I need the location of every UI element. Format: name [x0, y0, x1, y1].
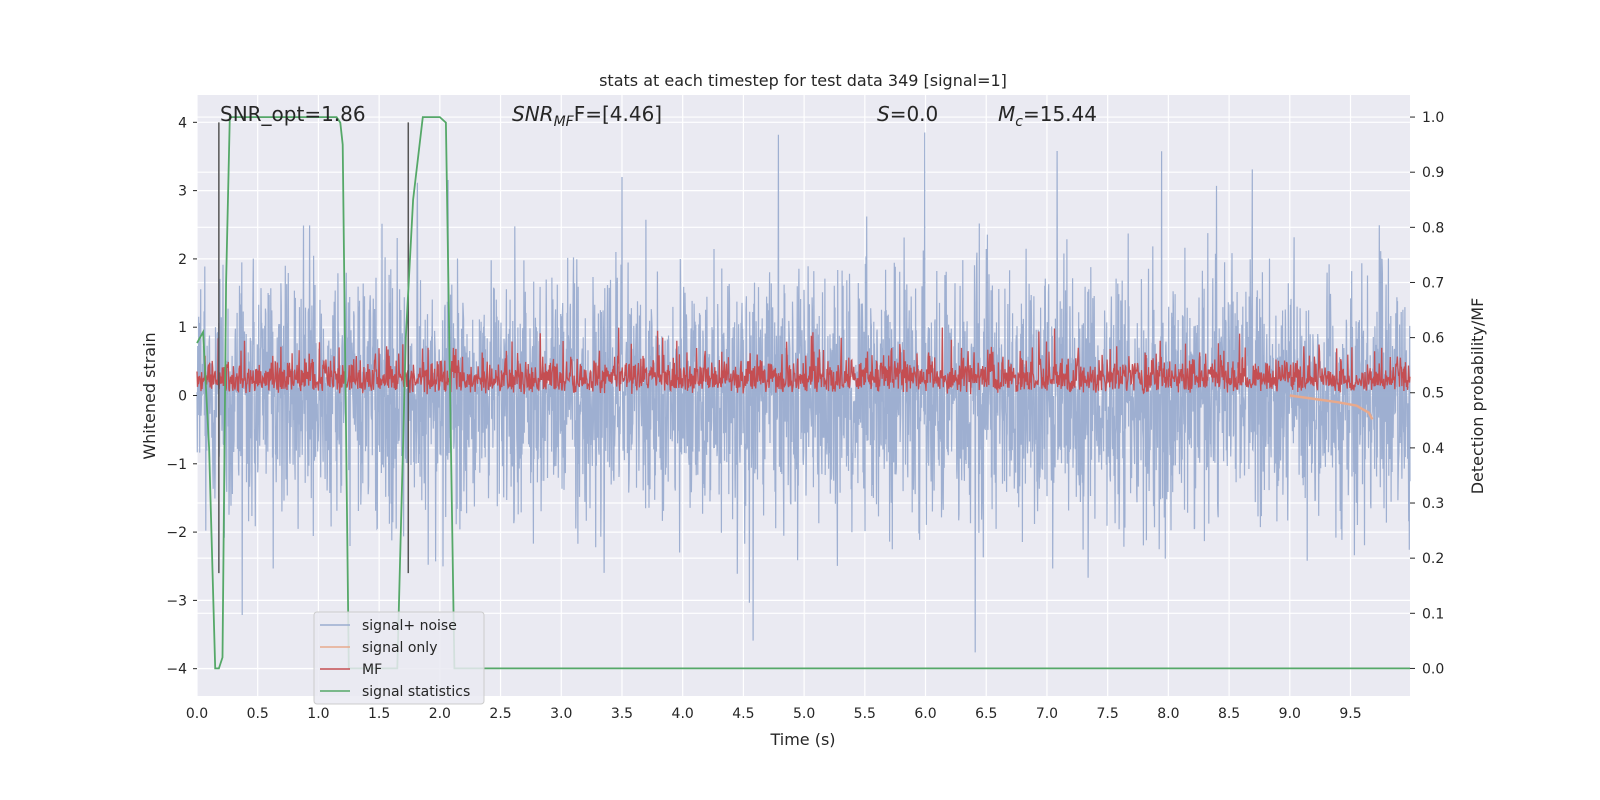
- y-right-tick-label: 0.3: [1422, 496, 1444, 512]
- annotation-s-symbol: S: [877, 102, 890, 126]
- y-axis-label-right: Detection probability/MF: [1468, 298, 1487, 495]
- y-right-tick-label: 0.8: [1422, 220, 1444, 236]
- x-tick-label: 1.5: [368, 706, 390, 722]
- x-tick-label: 4.5: [732, 706, 754, 722]
- x-tick-label: 4.0: [672, 706, 694, 722]
- annotation-mc: Mc=15.44: [998, 102, 1097, 130]
- y-right-tick-label: 1.0: [1422, 110, 1444, 126]
- line-signal-only: [1289, 394, 1374, 420]
- vertical-markers: [218, 122, 410, 574]
- y-right-tick-label: 0.0: [1422, 661, 1444, 677]
- annotation-mc-symbol: M: [998, 102, 1015, 126]
- y-tick-label: 3: [178, 184, 187, 200]
- annotation-snr-mf-value: F=[4.46]: [574, 102, 662, 126]
- annotation-snr-mf-subscript: MF: [554, 114, 575, 130]
- y-right-tick-label: 0.2: [1422, 551, 1444, 567]
- y-tick-label: 0: [178, 389, 187, 405]
- x-axis-label: Time (s): [769, 730, 835, 749]
- x-tick-label: 6.5: [975, 706, 997, 722]
- y-right-tick-label: 0.6: [1422, 331, 1444, 347]
- annotation-s: S=0.0: [877, 102, 938, 126]
- ticks: 0.0 0.5 1.0 1.5 2.0 2.5 3.0 3.5 4.0 4.5 5.0 5.5 6.0 6…: [166, 110, 1444, 722]
- chart-title: stats at each timestep for test data 349…: [599, 71, 1007, 90]
- annotation-mc-subscript: c: [1015, 114, 1023, 130]
- y-tick-label: 4: [178, 115, 187, 131]
- y-right-tick-label: 0.4: [1422, 441, 1444, 457]
- legend: signal+ noise signal only MF signal stat…: [313, 611, 485, 705]
- series-signal-statistics: [196, 116, 1410, 670]
- x-tick-label: 9.0: [1279, 706, 1301, 722]
- x-tick-label: 1.0: [307, 706, 329, 722]
- series-mf: [196, 327, 1411, 395]
- y-right-tick-label: 0.5: [1422, 386, 1444, 402]
- x-tick-label: 8.0: [1157, 706, 1179, 722]
- x-tick-label: 3.5: [611, 706, 633, 722]
- x-tick-label: 2.0: [429, 706, 451, 722]
- legend-box: [313, 611, 485, 705]
- x-tick-label: 7.0: [1036, 706, 1058, 722]
- x-tick-label: 7.5: [1097, 706, 1119, 722]
- x-tick-label: 8.5: [1218, 706, 1240, 722]
- x-tick-label: 6.0: [914, 706, 936, 722]
- y-tick-label: −1: [166, 457, 187, 473]
- legend-label-signal-noise: signal+ noise: [362, 618, 457, 634]
- legend-label-mf: MF: [362, 662, 382, 678]
- line-signal-statistics: [196, 116, 1410, 670]
- annotation-snr-opt: SNR_opt=1.86: [220, 102, 366, 126]
- legend-label-signal-only: signal only: [362, 640, 437, 656]
- x-tick-label: 9.5: [1339, 706, 1361, 722]
- x-tick-label: 3.0: [550, 706, 572, 722]
- legend-label-signal-statistics: signal statistics: [362, 684, 470, 700]
- y-tick-label: −4: [166, 662, 187, 678]
- annotations: SNR_opt=1.86 SNRMFF=[4.46] S=0.0 Mc=15.4…: [220, 102, 1097, 130]
- annotation-mc-value: =15.44: [1023, 102, 1097, 126]
- annotation-snr-mf-symbol: SNR: [512, 102, 554, 126]
- x-tick-label: 0.0: [186, 706, 208, 722]
- y-right-tick-label: 0.9: [1422, 165, 1444, 181]
- y-right-tick-label: 0.7: [1422, 275, 1444, 291]
- y-tick-label: −3: [166, 593, 187, 609]
- annotation-snr-mf: SNRMFF=[4.46]: [512, 102, 662, 130]
- annotation-s-value: =0.0: [890, 102, 939, 126]
- series-signal-noise: [196, 132, 1411, 653]
- x-tick-label: 5.5: [854, 706, 876, 722]
- y-axis-label: Whitened strain: [140, 332, 159, 459]
- line-mf: [196, 327, 1411, 395]
- y-right-tick-label: 0.1: [1422, 606, 1444, 622]
- x-tick-label: 2.5: [489, 706, 511, 722]
- x-tick-label: 5.0: [793, 706, 815, 722]
- y-tick-label: 2: [178, 252, 187, 268]
- line-signal-noise: [196, 132, 1411, 653]
- series-signal-only: [1289, 394, 1374, 420]
- x-tick-label: 0.5: [247, 706, 269, 722]
- y-tick-label: −2: [166, 525, 187, 541]
- y-tick-label: 1: [178, 320, 187, 336]
